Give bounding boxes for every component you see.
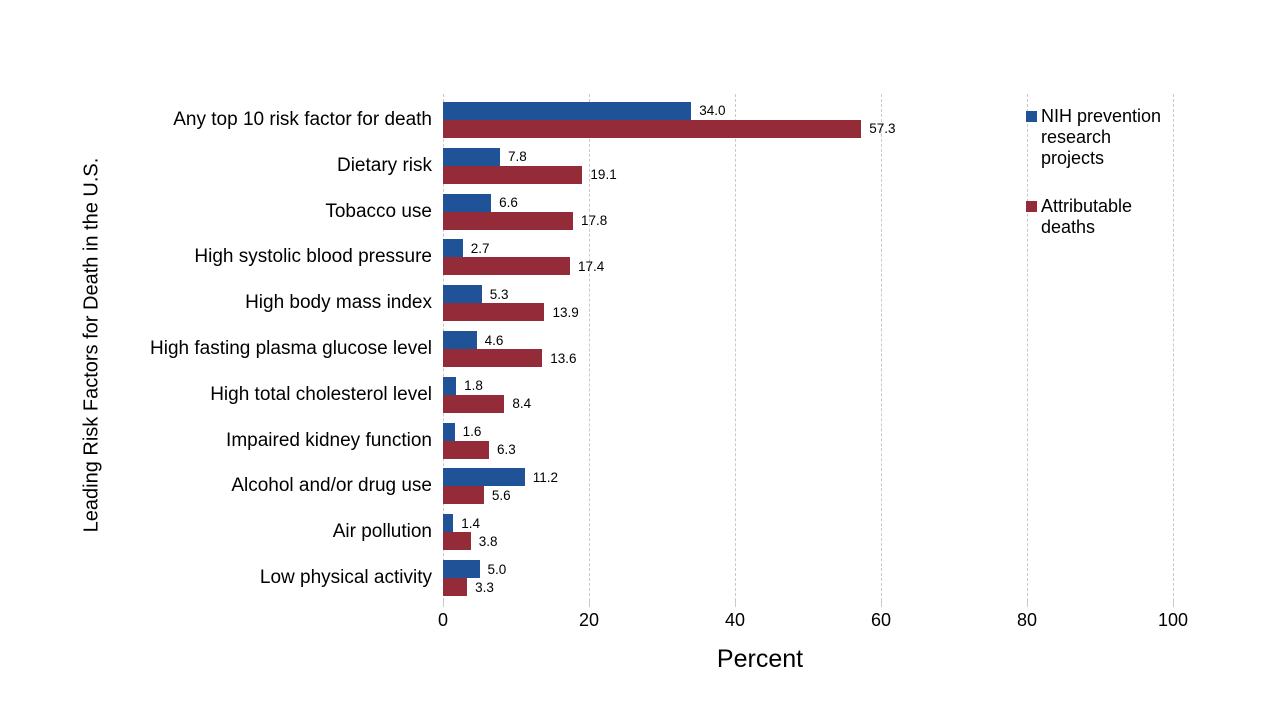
bar-series-0-row-6 xyxy=(443,376,457,395)
bar-value-label: 6.3 xyxy=(496,442,516,458)
y-axis-title: Leading Risk Factors for Death in the U.… xyxy=(80,157,103,533)
bar-value-label: 7.8 xyxy=(507,149,527,165)
bar-series-0-row-4 xyxy=(443,285,482,304)
category-label: Air pollution xyxy=(332,521,432,543)
tick-label-x-60: 60 xyxy=(870,610,892,630)
bar-value-label: 5.3 xyxy=(489,286,509,302)
gridline-x-60 xyxy=(881,94,882,601)
bar-value-label: 3.8 xyxy=(478,533,498,549)
category-label: High body mass index xyxy=(245,292,432,314)
gridline-x-20 xyxy=(589,94,590,601)
bar-value-label: 34.0 xyxy=(699,103,726,119)
tick-label-x-100: 100 xyxy=(1157,610,1189,630)
bar-series-1-row-9 xyxy=(443,532,471,551)
bar-series-0-row-0 xyxy=(443,101,692,120)
bar-series-0-row-3 xyxy=(443,239,463,258)
tick-label-x-40: 40 xyxy=(724,610,746,630)
bar-value-label: 3.3 xyxy=(475,579,494,595)
gridline-x-100 xyxy=(1173,94,1174,601)
category-label: High systolic blood pressure xyxy=(194,246,432,268)
category-label: High total cholesterol level xyxy=(210,383,432,405)
tick-mark-x-80 xyxy=(1027,601,1028,607)
bar-series-0-row-7 xyxy=(443,422,455,441)
bar-value-label: 8.4 xyxy=(512,396,532,412)
legend-swatch-icon xyxy=(1026,201,1037,212)
bar-series-1-row-4 xyxy=(443,303,545,322)
bar-value-label: 6.6 xyxy=(499,195,518,211)
bar-series-0-row-2 xyxy=(443,193,492,212)
bar-series-1-row-3 xyxy=(443,257,571,276)
bar-series-1-row-10 xyxy=(443,578,468,597)
bar-value-label: 2.7 xyxy=(470,240,490,256)
category-label: Dietary risk xyxy=(336,154,432,176)
legend-label: Attributable deaths xyxy=(1041,196,1133,237)
bar-value-label: 1.8 xyxy=(464,378,483,394)
tick-label-x-0: 0 xyxy=(437,610,449,630)
category-label: Alcohol and/or drug use xyxy=(231,475,432,497)
legend-swatch-icon xyxy=(1026,111,1037,122)
bar-series-1-row-5 xyxy=(443,349,543,367)
legend-entry-0: NIH prevention research projects xyxy=(1026,106,1176,169)
legend-label: NIH prevention research projects xyxy=(1041,106,1162,168)
bar-series-1-row-2 xyxy=(443,211,573,230)
category-label: Impaired kidney function xyxy=(226,429,432,451)
bar-value-label: 13.9 xyxy=(552,304,579,320)
gridline-x-80 xyxy=(1027,94,1028,601)
bar-value-label: 4.6 xyxy=(484,332,504,348)
category-label: Any top 10 risk factor for death xyxy=(173,108,432,130)
tick-mark-x-20 xyxy=(589,601,590,607)
bar-value-label: 13.6 xyxy=(550,350,577,366)
bar-value-label: 17.4 xyxy=(578,258,605,274)
legend-entry-1: Attributable deaths xyxy=(1026,196,1176,238)
bar-series-0-row-10 xyxy=(443,560,480,579)
bar-series-1-row-1 xyxy=(443,165,583,184)
bar-series-1-row-0 xyxy=(443,119,862,138)
gridline-x-40 xyxy=(735,94,736,601)
category-label: High fasting plasma glucose level xyxy=(150,337,432,359)
bar-value-label: 5.0 xyxy=(487,561,507,577)
category-label: Low physical activity xyxy=(259,567,432,589)
tick-mark-x-60 xyxy=(881,601,882,607)
tick-label-x-20: 20 xyxy=(578,610,600,630)
bar-series-1-row-8 xyxy=(443,486,484,505)
x-axis-title: Percent xyxy=(716,645,804,673)
bar-value-label: 1.4 xyxy=(461,515,480,531)
bar-value-label: 17.8 xyxy=(580,213,608,229)
bar-value-label: 11.2 xyxy=(532,469,559,485)
bar-value-label: 1.6 xyxy=(462,424,482,440)
bar-series-0-row-9 xyxy=(443,514,454,533)
bar-series-1-row-6 xyxy=(443,394,505,413)
tick-mark-x-40 xyxy=(735,601,736,607)
tick-label-x-80: 80 xyxy=(1016,610,1038,630)
tick-mark-x-100 xyxy=(1173,601,1174,607)
bar-value-label: 19.1 xyxy=(590,167,617,183)
bar-series-0-row-1 xyxy=(443,147,500,166)
bar-series-0-row-5 xyxy=(443,331,477,349)
bar-value-label: 5.6 xyxy=(491,487,511,503)
category-label: Tobacco use xyxy=(325,200,432,222)
bar-series-1-row-7 xyxy=(443,440,489,459)
bar-series-0-row-8 xyxy=(443,468,525,487)
tick-mark-x-0 xyxy=(443,601,444,607)
legend: NIH prevention research projects Attribut… xyxy=(1026,106,1176,265)
bar-value-label: 57.3 xyxy=(869,121,896,137)
plot-area: 0 20 40 60 80 100 Any top 10 risk factor for d… xyxy=(150,94,1188,630)
